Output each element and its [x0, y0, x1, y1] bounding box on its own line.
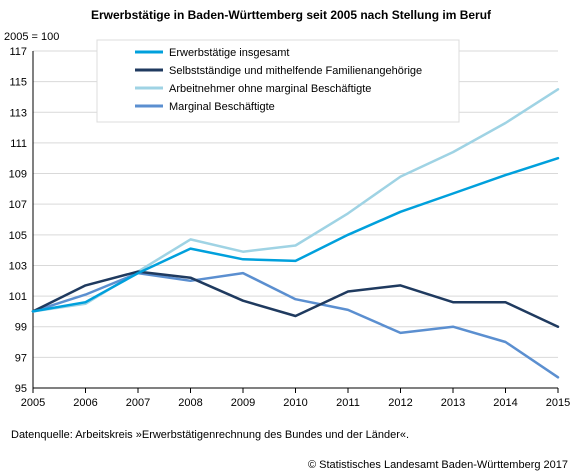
y-tick-label-109: 109 — [9, 169, 27, 181]
y-axis-unit-label: 2005 = 100 — [4, 31, 60, 43]
x-tick-label-2008: 2008 — [178, 397, 202, 409]
x-tick-label-2006: 2006 — [73, 397, 97, 409]
y-tick-label-115: 115 — [9, 77, 27, 89]
x-tick-label-2010: 2010 — [283, 397, 307, 409]
y-tick-label-101: 101 — [9, 291, 27, 303]
y-tick-label-97: 97 — [15, 352, 27, 364]
y-tick-label-117: 117 — [9, 46, 27, 58]
x-tick-label-2011: 2011 — [336, 397, 360, 409]
legend-box — [96, 39, 460, 123]
legend-label-arbeitnehmer-ohne-marginal-beschaftigte: Arbeitnehmer ohne marginal Beschäftigte — [169, 83, 371, 95]
series-line-erwerbstatige-insgesamt — [31, 156, 560, 313]
axes: 95 97 99 101 103 105 107 109 111 113 115 117 2005 200… — [9, 46, 571, 409]
y-tick-label-111: 111 — [10, 138, 27, 150]
x-tick-label-2014: 2014 — [493, 397, 517, 409]
chart-title: Erwerbstätige in Baden-Württemberg seit … — [90, 8, 492, 22]
series-line-selbststandige-und-mithelfende-familienangehorige — [31, 270, 560, 328]
x-tick-label-2013: 2013 — [441, 397, 465, 409]
legend: Erwerbstätige insgesamt Selbstständige un… — [96, 39, 460, 123]
y-tick-label-105: 105 — [9, 230, 27, 242]
y-tick-label-113: 113 — [9, 107, 27, 119]
x-tick-label-2015: 2015 — [546, 397, 570, 409]
y-tick-label-99: 99 — [15, 322, 27, 334]
series-lines — [31, 88, 560, 379]
y-tick-label-95: 95 — [15, 383, 27, 395]
series-line-marginal-beschaftigte — [31, 271, 560, 379]
x-tick-label-2007: 2007 — [126, 397, 150, 409]
copyright-notice: © Statistisches Landesamt Baden-Württemb… — [307, 459, 568, 471]
source-note: Datenquelle: Arbeitskreis »Erwerbstätige… — [11, 429, 410, 441]
y-tick-label-103: 103 — [9, 260, 27, 272]
x-tick-label-2012: 2012 — [388, 397, 412, 409]
legend-label-erwerbstatige-insgesamt: Erwerbstätige insgesamt — [169, 47, 289, 59]
y-tick-label-107: 107 — [9, 199, 27, 211]
x-tick-label-2009: 2009 — [231, 397, 255, 409]
legend-label-selbststandige-und-mithelfende-familienangehorige: Selbstständige und mithelfende Familiena… — [169, 65, 422, 77]
legend-label-marginal-beschaftigte: Marginal Beschäftigte — [169, 101, 275, 113]
x-tick-label-2005: 2005 — [21, 397, 45, 409]
